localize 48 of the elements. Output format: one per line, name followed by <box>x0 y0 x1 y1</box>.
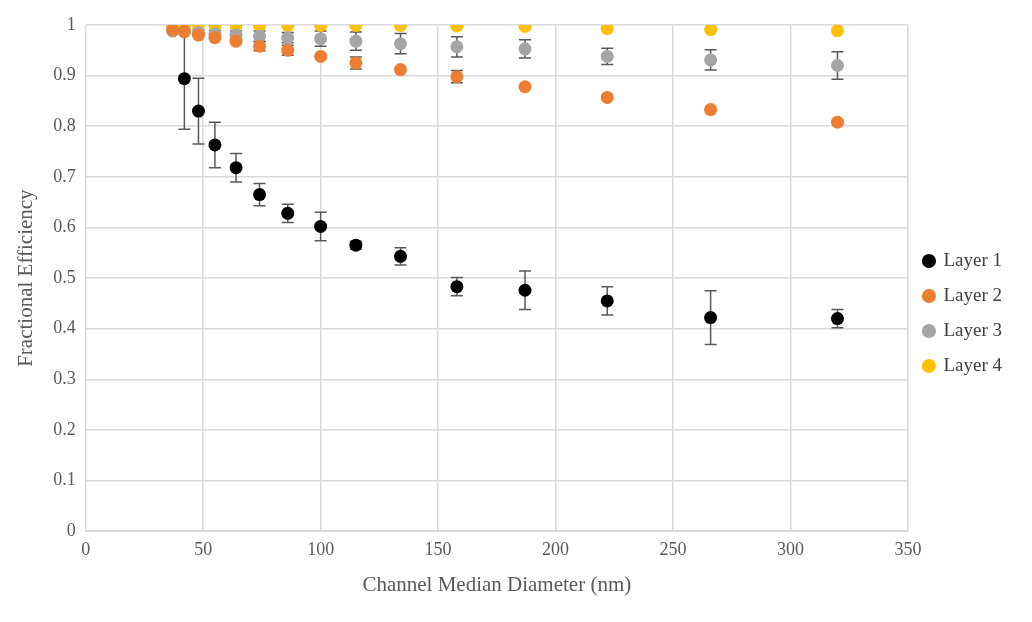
x-tick-label: 100 <box>307 538 335 559</box>
point <box>704 53 718 67</box>
point <box>518 283 532 297</box>
point <box>253 188 267 202</box>
point <box>208 138 222 152</box>
x-tick-label: 300 <box>776 538 804 559</box>
y-tick-label: 0.3 <box>53 368 76 389</box>
point <box>518 80 532 94</box>
y-tick-label: 0.8 <box>53 114 76 135</box>
legend-label: Layer 4 <box>943 353 1003 375</box>
x-tick-label: 150 <box>424 538 452 559</box>
point <box>394 63 408 77</box>
y-axis-title: Fractional Efficiency <box>13 188 38 367</box>
legend-label: Layer 1 <box>943 248 1003 270</box>
y-tick-label: 0.5 <box>53 266 76 287</box>
y-tick-label: 0.9 <box>53 64 76 85</box>
x-axis-title: Channel Median Diameter (nm) <box>362 571 632 596</box>
point <box>450 40 464 54</box>
point <box>704 311 718 325</box>
x-tick-label: 200 <box>542 538 570 559</box>
y-tick-label: 1 <box>66 13 76 34</box>
legend-label: Layer 2 <box>943 283 1003 305</box>
point <box>830 25 844 38</box>
y-tick-label: 0.4 <box>53 317 76 338</box>
y-tick-label: 0.2 <box>53 418 76 439</box>
x-tick-label: 0 <box>81 538 91 559</box>
point <box>600 90 614 104</box>
x-tick-label: 50 <box>194 538 213 559</box>
point <box>830 115 844 129</box>
point <box>191 104 205 118</box>
point <box>177 72 191 86</box>
y-tick-label: 0.1 <box>53 469 76 490</box>
point <box>229 34 243 48</box>
x-tick-label: 350 <box>894 538 922 559</box>
point <box>314 219 328 233</box>
y-tick-label: 0 <box>66 519 76 540</box>
point <box>314 49 328 63</box>
point <box>704 103 718 117</box>
point <box>600 294 614 308</box>
point <box>394 37 408 51</box>
point <box>229 161 243 175</box>
point <box>704 25 718 37</box>
legend-label: Layer 3 <box>943 318 1003 340</box>
x-tick-label: 250 <box>659 538 687 559</box>
y-tick-label: 0.7 <box>53 165 76 186</box>
point <box>600 25 614 36</box>
y-tick-label: 0.6 <box>53 216 76 237</box>
point <box>830 59 844 72</box>
